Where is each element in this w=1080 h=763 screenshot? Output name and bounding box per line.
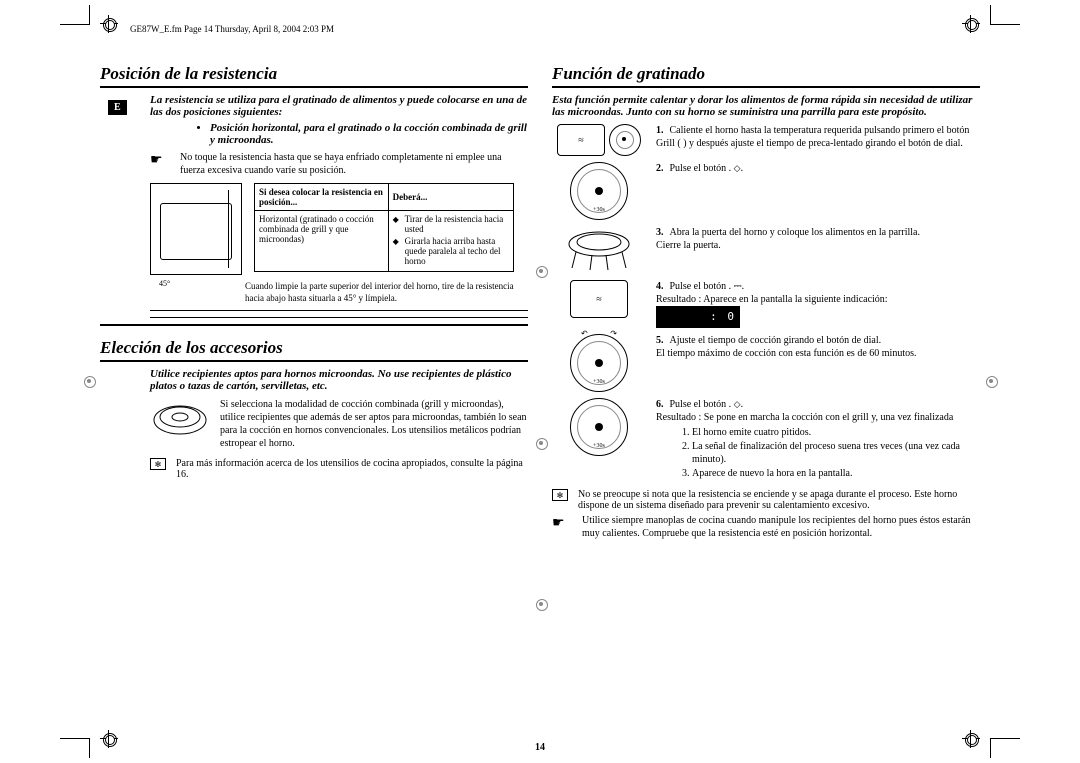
table-header: Si desea colocar la resistencia en posic…: [255, 184, 389, 211]
list-item: Tirar de la resistencia hacia usted: [393, 214, 509, 234]
bullet-list: Posición horizontal, para el gratinado o…: [170, 122, 528, 146]
divider: [100, 324, 528, 326]
step-body: Pulse el botón .: [670, 163, 732, 174]
warning-note: ☛ No toque la resistencia hasta que se h…: [150, 152, 528, 177]
result-list: El horno emite cuatro pitidos. La señal …: [692, 426, 980, 480]
step-icons: +30s: [552, 398, 646, 456]
cropmark: [60, 24, 90, 25]
step-text: 4.Pulse el botón . . Resultado : Aparece…: [656, 280, 980, 328]
info-text: No se preocupe si nota que la resistenci…: [578, 489, 980, 511]
pointing-hand-icon: ☛: [150, 152, 170, 177]
step-text: 3.Abra la puerta del horno y coloque los…: [656, 226, 980, 252]
warning-text: No toque la resistencia hasta que se hay…: [180, 152, 528, 177]
step-body: Resultado : Aparece en la pantalla la si…: [656, 294, 888, 305]
table-cell: Horizontal (gratinado o cocción combinad…: [255, 211, 389, 272]
step-text: 2.Pulse el botón . .: [656, 162, 980, 175]
section-intro: Utilice recipientes aptos para hornos mi…: [150, 368, 528, 392]
cropmark: [990, 738, 991, 758]
lcd-display: : 0: [656, 306, 740, 328]
step-icons: ↶↷+30s: [552, 334, 646, 392]
step-row: 3.Abra la puerta del horno y coloque los…: [552, 226, 980, 274]
accessory-block: Si selecciona la modalidad de cocción co…: [150, 398, 528, 450]
step-row: +30s 2.Pulse el botón . .: [552, 162, 980, 220]
list-item: El horno emite cuatro pitidos.: [692, 426, 980, 439]
info-note: ✻ No se preocupe si nota que la resisten…: [552, 489, 980, 511]
step-text: 1.Caliente el horno hasta la temperatura…: [656, 124, 980, 150]
step-text: 5.Ajuste el tiempo de cocción girando el…: [656, 334, 980, 360]
step-text: 6.Pulse el botón . . Resultado : Se pone…: [656, 398, 980, 481]
dial-icon: +30s: [570, 162, 628, 220]
table-header: Deberá...: [388, 184, 513, 211]
oven-diagram-icon: 45°: [150, 183, 242, 275]
list-item: La señal de finalización del proceso sue…: [692, 440, 980, 466]
step-row: ↶↷+30s 5.Ajuste el tiempo de cocción gir…: [552, 334, 980, 392]
section-title-accesorios: Elección de los accesorios: [100, 338, 528, 362]
start-glyph-icon: [734, 399, 741, 410]
info-note: ✻ Para más información acerca de los ute…: [150, 458, 528, 480]
grill-button-icon: [570, 280, 628, 318]
step-body: Ajuste el tiempo de cocción girando el b…: [670, 335, 882, 346]
cropmark: [990, 738, 1020, 739]
cropmark: [990, 5, 991, 25]
dial-icon: ↶↷+30s: [570, 334, 628, 392]
page-content: Posición de la resistencia La resistenci…: [100, 60, 980, 723]
step-body: El tiempo máximo de cocción con esta fun…: [656, 348, 917, 359]
pointing-hand-icon: ☛: [552, 515, 572, 540]
info-box-icon: ✻: [552, 489, 568, 501]
grill-button-icon: [557, 124, 605, 156]
left-column: Posición de la resistencia La resistenci…: [100, 60, 528, 723]
warning-note: ☛ Utilice siempre manoplas de cocina cua…: [552, 515, 980, 540]
rack-diagram-icon: [564, 226, 634, 274]
dial-icon: +30s: [570, 398, 628, 456]
diagram-and-table: 45° Si desea colocar la resistencia en p…: [150, 183, 528, 275]
dish-diagram-icon: [150, 398, 210, 450]
cropmark: [89, 738, 90, 758]
step-row: +30s 6.Pulse el botón . . Resultado : Se…: [552, 398, 980, 481]
cropmark: [60, 738, 90, 739]
warning-text: Utilice siempre manoplas de cocina cuand…: [582, 515, 980, 540]
list-item: Girarla hacia arriba hasta quede paralel…: [393, 236, 509, 266]
step-body: Abra la puerta del horno y coloque los a…: [670, 227, 920, 238]
divider: [150, 317, 528, 318]
dial-icon: [609, 124, 641, 156]
step-icons: +30s: [552, 162, 646, 220]
angle-label: 45°: [159, 279, 170, 288]
cropmark: [89, 5, 90, 25]
table-cell: Tirar de la resistencia hacia usted Gira…: [388, 211, 513, 272]
bullet-item: Posición horizontal, para el gratinado o…: [210, 122, 528, 146]
right-column: Función de gratinado Esta función permit…: [552, 60, 980, 723]
step-icons: [552, 226, 646, 274]
start-glyph-icon: [734, 163, 741, 174]
registration-mark-icon: [962, 730, 980, 748]
registration-mark-icon: [100, 15, 118, 33]
info-text: Para más información acerca de los utens…: [176, 458, 528, 480]
section-title-posicion: Posición de la resistencia: [100, 64, 528, 88]
step-body: Pulse el botón .: [670, 281, 732, 292]
fold-mark-icon: [80, 372, 98, 390]
cropmark: [990, 24, 1020, 25]
cleaning-note: Cuando limpie la parte superior del inte…: [150, 281, 528, 311]
step-row: 1.Caliente el horno hasta la temperatura…: [552, 124, 980, 156]
grill-glyph-icon: [734, 281, 742, 292]
step-icons: [552, 124, 646, 156]
fold-mark-icon: [982, 372, 1000, 390]
section-intro: La resistencia se utiliza para el gratin…: [150, 94, 528, 118]
step-icons: [552, 280, 646, 318]
step-row: 4.Pulse el botón . . Resultado : Aparece…: [552, 280, 980, 328]
info-box-icon: ✻: [150, 458, 166, 470]
section-intro: Esta función permite calentar y dorar lo…: [552, 94, 980, 118]
accessory-text: Si selecciona la modalidad de cocción co…: [220, 398, 528, 450]
step-body: Caliente el horno hasta la temperatura r…: [656, 125, 969, 149]
framemaker-header: GE87W_E.fm Page 14 Thursday, April 8, 20…: [130, 24, 334, 34]
registration-mark-icon: [962, 15, 980, 33]
step-body: Pulse el botón .: [670, 399, 732, 410]
step-body: Cierre la puerta.: [656, 240, 721, 251]
position-table: Si desea colocar la resistencia en posic…: [254, 183, 514, 272]
section-title-gratinado: Función de gratinado: [552, 64, 980, 88]
step-body: Resultado : Se pone en marcha la cocción…: [656, 412, 953, 423]
page-number: 14: [535, 742, 545, 753]
list-item: Aparece de nuevo la hora en la pantalla.: [692, 467, 980, 480]
registration-mark-icon: [100, 730, 118, 748]
